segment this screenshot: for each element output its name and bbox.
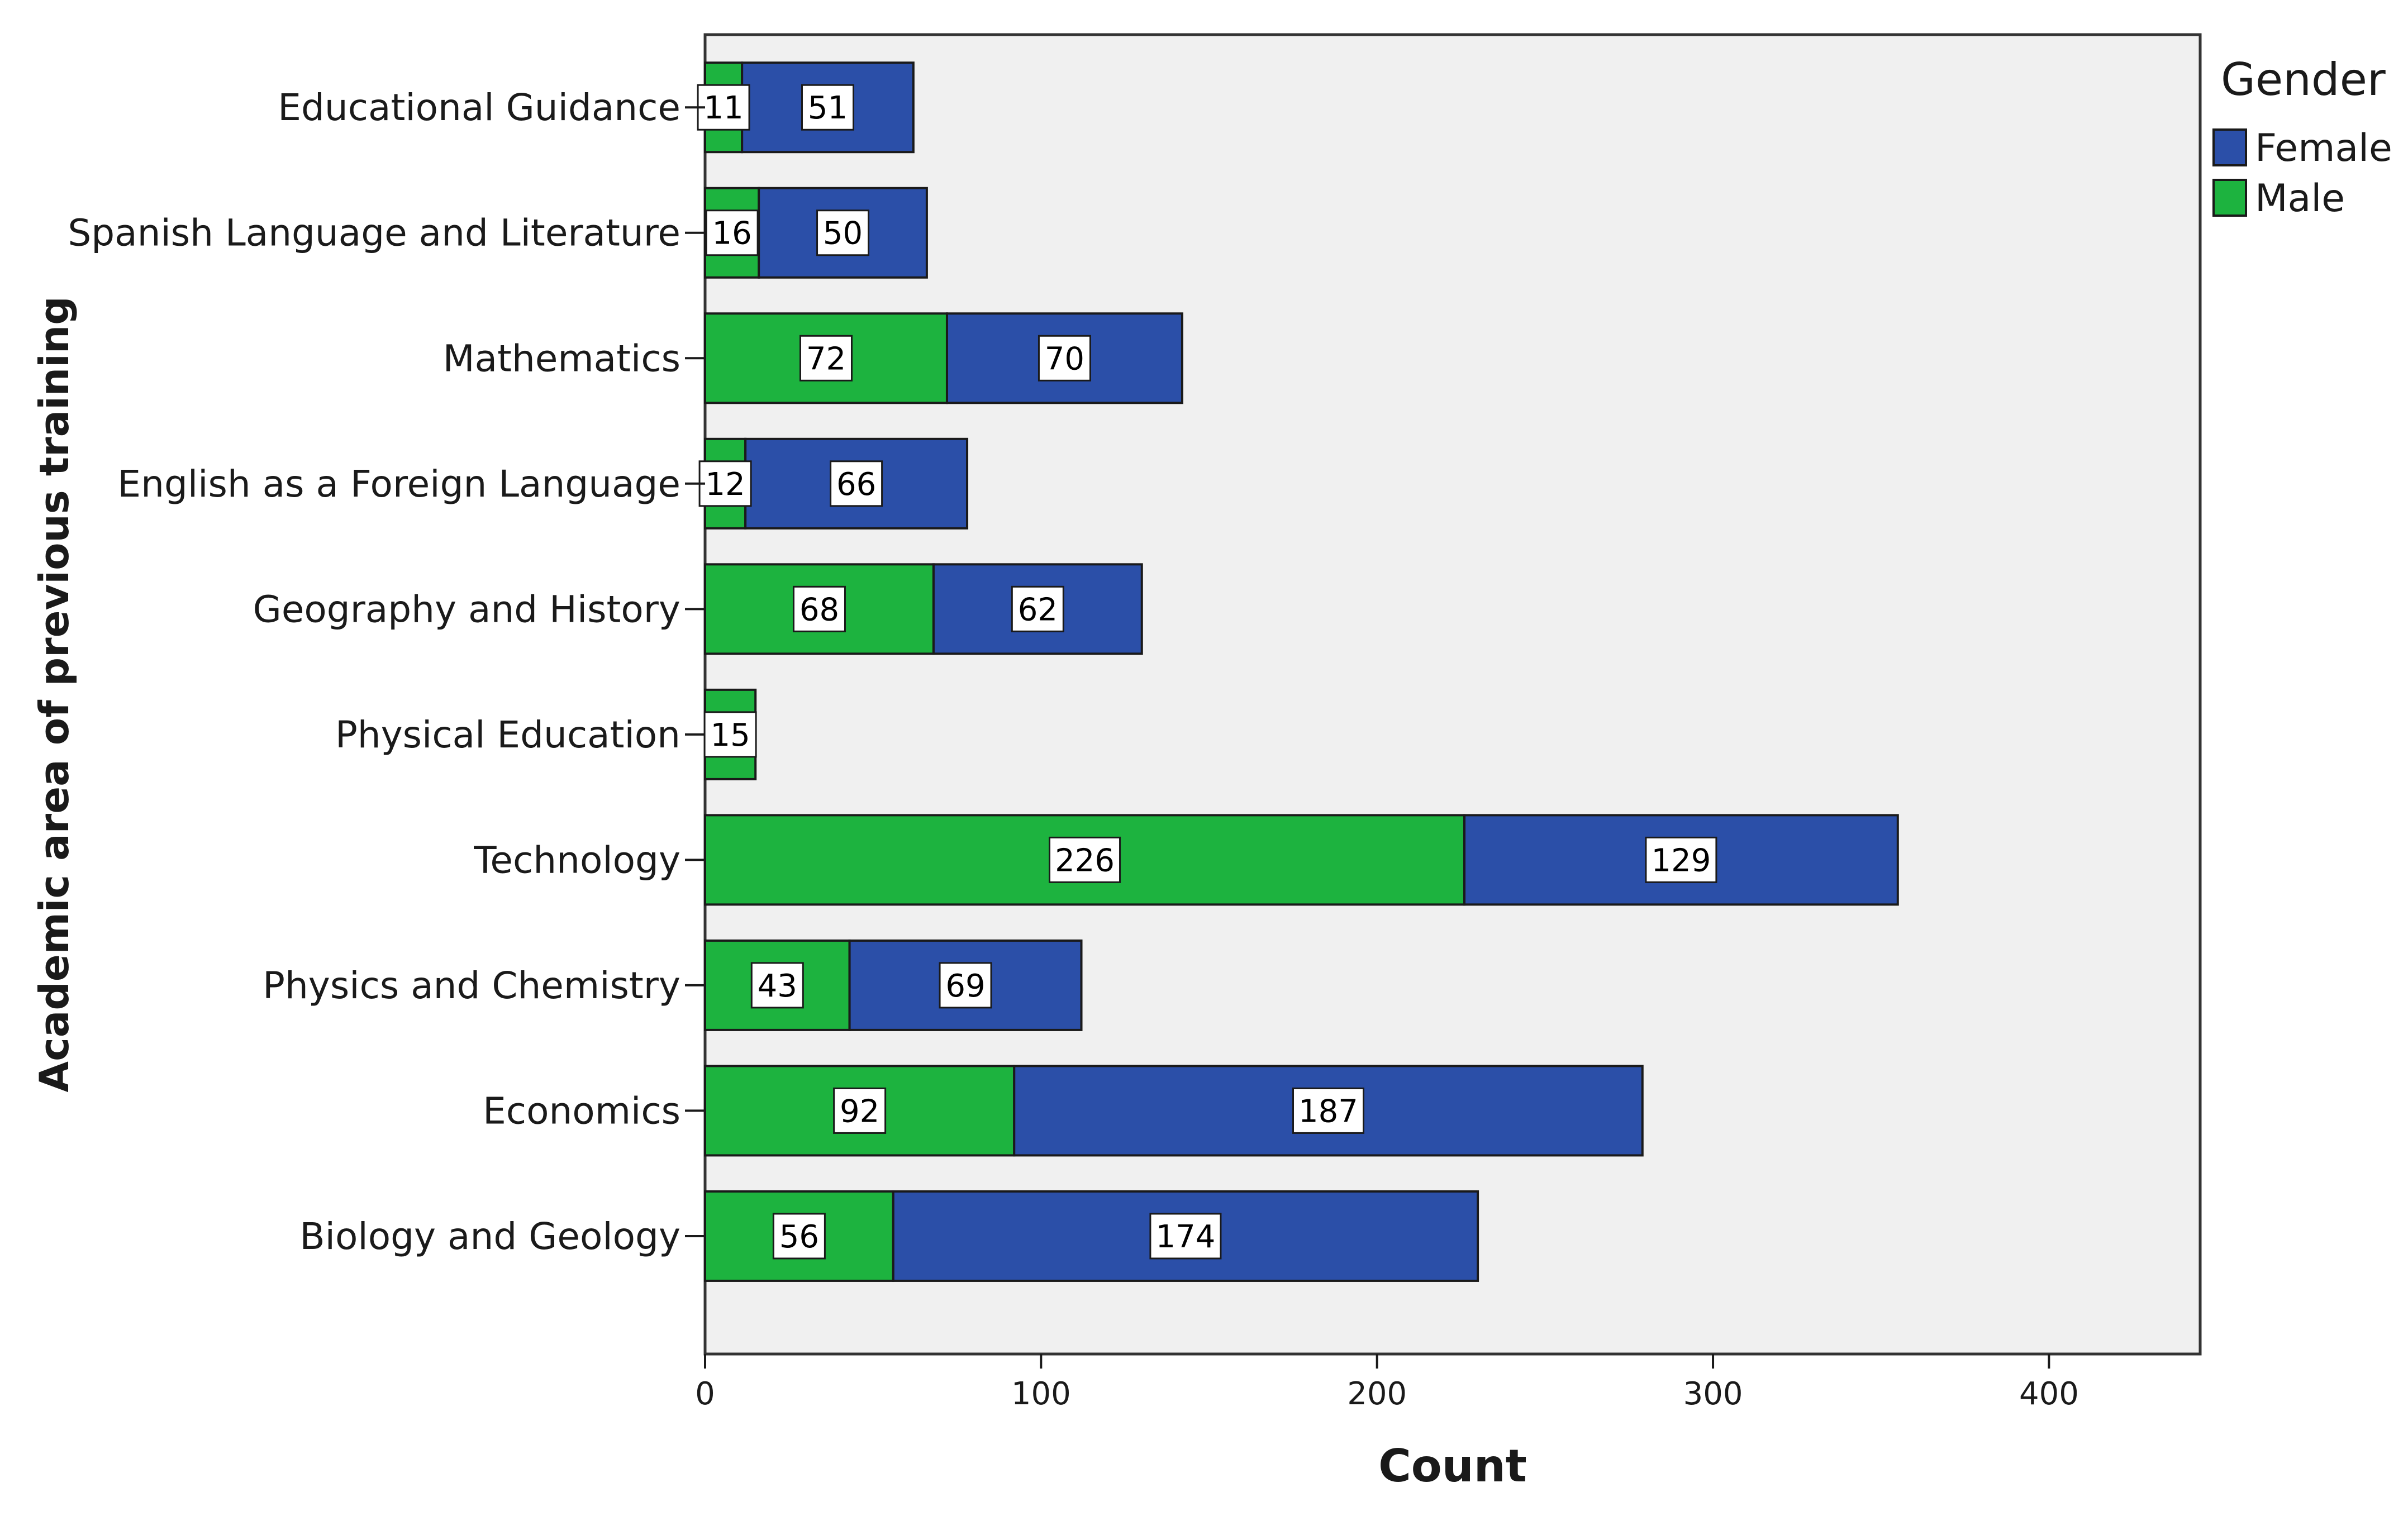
data-label: 62 — [1018, 592, 1058, 628]
y-tick-label: Physics and Chemistry — [263, 964, 680, 1007]
data-label: 72 — [806, 341, 846, 377]
data-label: 68 — [800, 592, 839, 628]
data-label-box — [939, 962, 992, 1009]
data-label: 69 — [945, 968, 985, 1004]
x-tick-label: 0 — [695, 1376, 715, 1412]
x-tick-label: 100 — [1011, 1376, 1071, 1412]
legend: Gender Female Male — [2212, 54, 2392, 221]
data-label-box — [1645, 836, 1717, 883]
data-label: 92 — [840, 1093, 879, 1129]
legend-items: Female Male — [2212, 126, 2392, 221]
data-label: 56 — [779, 1219, 819, 1255]
data-label: 16 — [712, 216, 751, 252]
data-label-box — [1049, 836, 1121, 883]
x-tick-label: 400 — [2019, 1376, 2079, 1412]
data-label: 11 — [703, 90, 743, 126]
data-label: 174 — [1155, 1219, 1215, 1255]
x-tick-label: 200 — [1347, 1376, 1407, 1412]
y-tick-label: Biology and Geology — [299, 1215, 680, 1258]
data-label: 129 — [1651, 842, 1711, 879]
data-label-box — [830, 460, 883, 507]
y-tick-label: Physical Education — [335, 713, 680, 756]
data-label: 15 — [710, 717, 750, 754]
data-label: 70 — [1045, 341, 1084, 377]
data-label-box — [1038, 335, 1091, 382]
data-label: 51 — [808, 90, 848, 126]
x-axis-title: Count — [1378, 1440, 1527, 1492]
y-axis-title: Academic area of previous training — [31, 296, 78, 1092]
data-label-box — [816, 209, 870, 256]
y-tick-label: Geography and History — [253, 588, 680, 631]
y-tick-label: Educational Guidance — [278, 86, 680, 129]
data-label-box — [1011, 585, 1064, 632]
data-label-box — [1292, 1087, 1365, 1134]
data-label: 50 — [823, 216, 863, 252]
y-tick-label: Economics — [483, 1089, 680, 1132]
legend-swatch-male — [2212, 179, 2247, 217]
data-label-box — [750, 962, 804, 1009]
y-tick-label: English as a Foreign Language — [117, 463, 680, 506]
data-label-box — [705, 209, 759, 256]
x-axis: 0 100 200 300 400 — [695, 1354, 2079, 1412]
y-tick-label: Technology — [473, 838, 680, 881]
data-label-box — [799, 335, 853, 382]
x-tick-label: 300 — [1683, 1376, 1743, 1412]
legend-label-male: Male — [2255, 177, 2345, 221]
data-label-box — [792, 585, 846, 632]
data-label: 187 — [1298, 1093, 1358, 1129]
data-label: 12 — [705, 466, 745, 503]
data-label-box — [801, 84, 854, 131]
legend-label-female: Female — [2255, 126, 2392, 170]
y-axis: Educational Guidance Spanish Language and… — [68, 86, 705, 1258]
data-label: 43 — [758, 968, 797, 1004]
data-label: 66 — [836, 466, 876, 503]
data-labels-layer: 11 51 16 50 72 70 12 66 68 62 15 226 129 43 69 92 187 56 1… — [697, 84, 1717, 1260]
legend-swatch-female — [2212, 128, 2247, 166]
data-label-box — [772, 1213, 826, 1260]
data-label-box — [833, 1087, 887, 1134]
y-tick-label: Spanish Language and Literature — [68, 212, 680, 255]
bar-female — [1463, 814, 1899, 906]
data-label-box — [1149, 1213, 1222, 1260]
legend-title: Gender — [2221, 54, 2386, 106]
data-label: 226 — [1055, 842, 1115, 879]
y-tick-label: Mathematics — [443, 337, 680, 380]
